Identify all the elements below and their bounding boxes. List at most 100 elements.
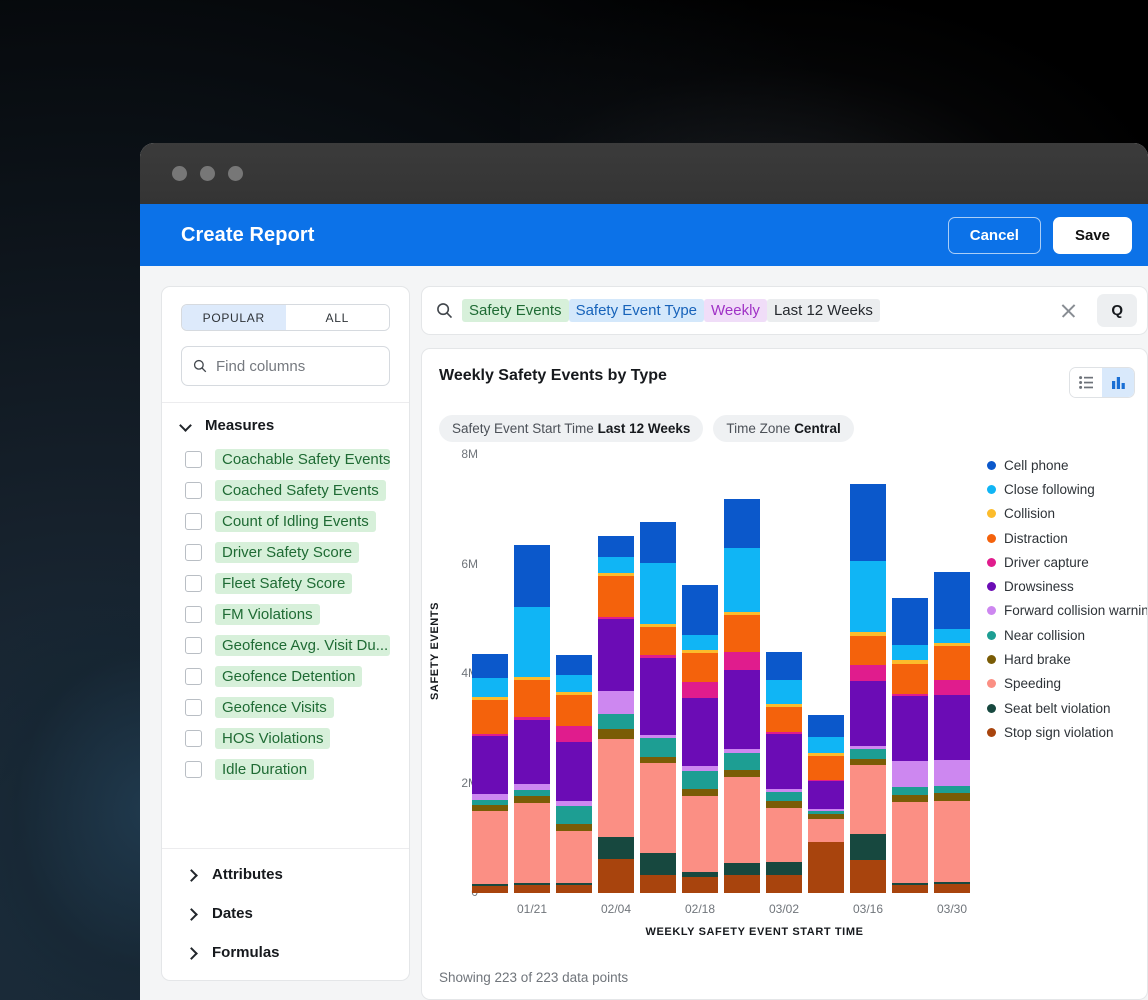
measure-checkbox[interactable] — [185, 668, 202, 685]
bar-segment[interactable] — [472, 883, 508, 886]
bar-segment[interactable] — [808, 781, 844, 809]
bar-segment[interactable] — [514, 789, 550, 797]
group-row-attributes[interactable]: Attributes — [162, 855, 409, 894]
bar-segment[interactable] — [724, 874, 760, 893]
bar-segment[interactable] — [766, 789, 802, 793]
measure-checkbox[interactable] — [185, 761, 202, 778]
bar-segment[interactable] — [556, 691, 592, 695]
bar-segment[interactable] — [724, 776, 760, 864]
measure-row[interactable]: Fleet Safety Score — [162, 568, 409, 599]
bar-segment[interactable] — [934, 642, 970, 647]
bar-segment[interactable] — [892, 884, 928, 893]
bar-segment[interactable] — [640, 655, 676, 659]
bar-segment[interactable] — [514, 717, 550, 720]
bar-segment[interactable] — [892, 801, 928, 883]
bar-segment[interactable] — [892, 663, 928, 694]
bar-segment[interactable] — [808, 715, 844, 738]
legend-item[interactable]: Driver capture — [987, 550, 1147, 574]
bar-segment[interactable] — [472, 678, 508, 697]
bar-segment[interactable] — [472, 735, 508, 795]
bar-segment[interactable] — [766, 874, 802, 893]
bar-segment[interactable] — [808, 755, 844, 780]
bar-segment[interactable] — [850, 749, 886, 759]
bar-segment[interactable] — [556, 694, 592, 726]
bar-segment[interactable] — [724, 499, 760, 548]
bar-segment[interactable] — [808, 814, 844, 820]
bar-segment[interactable] — [640, 738, 676, 757]
bar-segment[interactable] — [850, 765, 886, 834]
bar-segment[interactable] — [598, 691, 634, 714]
legend-item[interactable]: Seat belt violation — [987, 696, 1147, 720]
bar-segment[interactable] — [640, 734, 676, 739]
stacked-bar[interactable] — [724, 499, 760, 893]
bar-segment[interactable] — [850, 758, 886, 766]
measure-checkbox[interactable] — [185, 544, 202, 561]
bar-segment[interactable] — [556, 674, 592, 692]
bar-segment[interactable] — [682, 653, 718, 682]
query-chip[interactable]: Last 12 Weeks — [766, 299, 880, 322]
bar-segment[interactable] — [514, 802, 550, 883]
bar-segment[interactable] — [892, 882, 928, 885]
measure-row[interactable]: Idle Duration — [162, 754, 409, 785]
stacked-bar[interactable] — [640, 521, 676, 893]
legend-item[interactable]: Near collision — [987, 623, 1147, 647]
bar-segment[interactable] — [598, 618, 634, 692]
stacked-bar[interactable] — [598, 535, 634, 893]
legend-item[interactable]: Close following — [987, 477, 1147, 501]
bar-segment[interactable] — [514, 544, 550, 608]
stacked-bar[interactable] — [472, 654, 508, 893]
bar-segment[interactable] — [598, 535, 634, 557]
measure-row[interactable]: Geofence Detention — [162, 661, 409, 692]
measure-row[interactable]: Coached Safety Events — [162, 475, 409, 506]
bar-segment[interactable] — [766, 680, 802, 705]
bar-segment[interactable] — [724, 652, 760, 670]
bar-segment[interactable] — [682, 585, 718, 635]
tab-popular[interactable]: POPULAR — [182, 305, 286, 330]
measure-checkbox[interactable] — [185, 482, 202, 499]
bar-segment[interactable] — [514, 784, 550, 790]
query-chip[interactable]: Safety Events — [462, 299, 569, 322]
bar-segment[interactable] — [598, 714, 634, 729]
bar-segment[interactable] — [556, 824, 592, 832]
bar-segment[interactable] — [934, 572, 970, 629]
measure-checkbox[interactable] — [185, 606, 202, 623]
bar-segment[interactable] — [850, 833, 886, 861]
popular-all-toggle[interactable]: POPULAR ALL — [181, 304, 390, 331]
measures-group-header[interactable]: Measures — [162, 403, 409, 444]
bar-segment[interactable] — [514, 680, 550, 718]
bar-segment[interactable] — [472, 734, 508, 736]
bar-segment[interactable] — [766, 704, 802, 708]
bar-segment[interactable] — [514, 719, 550, 785]
bar-segment[interactable] — [766, 707, 802, 733]
bar-segment[interactable] — [766, 862, 802, 875]
bar-segment[interactable] — [934, 793, 970, 801]
bar-segment[interactable] — [556, 801, 592, 806]
legend-item[interactable]: Forward collision warning — [987, 599, 1147, 623]
bar-segment[interactable] — [766, 807, 802, 863]
bar-segment[interactable] — [934, 694, 970, 761]
bar-segment[interactable] — [682, 698, 718, 767]
stacked-bar[interactable] — [766, 651, 802, 893]
window-maximize-dot[interactable] — [228, 166, 243, 181]
bar-segment[interactable] — [808, 808, 844, 811]
bar-segment[interactable] — [556, 885, 592, 893]
bar-segment[interactable] — [598, 739, 634, 838]
clear-query-icon[interactable] — [1056, 298, 1082, 324]
bar-segment[interactable] — [514, 882, 550, 885]
bar-segment[interactable] — [556, 805, 592, 825]
bar-segment[interactable] — [640, 853, 676, 875]
measure-row[interactable]: Driver Safety Score — [162, 537, 409, 568]
search-input[interactable] — [216, 357, 378, 375]
bar-segment[interactable] — [850, 860, 886, 893]
bar-segment[interactable] — [892, 695, 928, 762]
query-search-bar[interactable]: Safety Events Safety Event Type Weekly Last… — [421, 286, 1148, 335]
bar-segment[interactable] — [682, 634, 718, 650]
bar-segment[interactable] — [640, 763, 676, 854]
bar-segment[interactable] — [892, 787, 928, 796]
bar-segment[interactable] — [640, 658, 676, 735]
group-row-formulas[interactable]: Formulas — [162, 933, 409, 972]
measure-row[interactable]: HOS Violations — [162, 723, 409, 754]
stacked-bar[interactable] — [682, 585, 718, 893]
bar-segment[interactable] — [892, 597, 928, 646]
legend-item[interactable]: Cell phone — [987, 453, 1147, 477]
